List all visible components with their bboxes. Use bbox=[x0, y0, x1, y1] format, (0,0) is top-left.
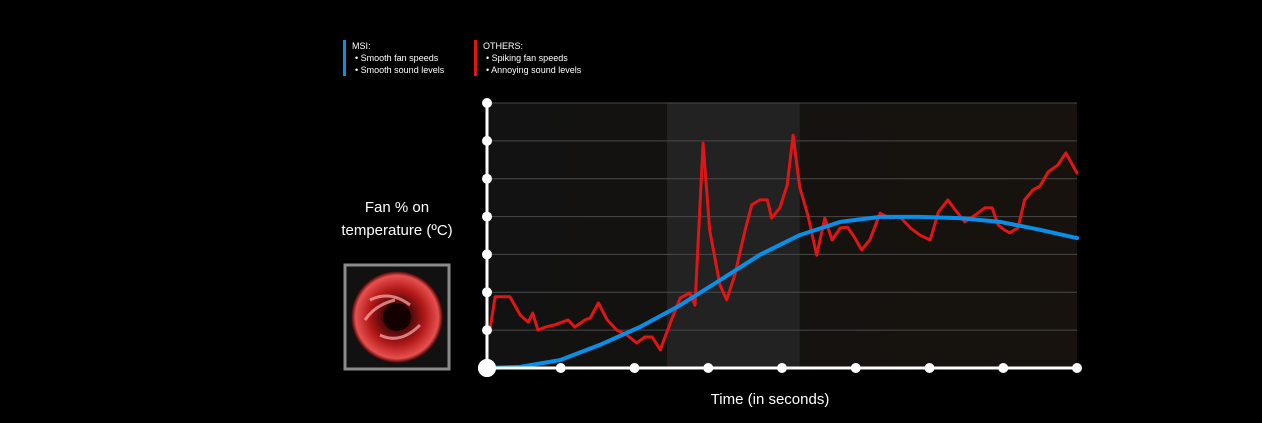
x-tick bbox=[703, 363, 714, 373]
x-tick bbox=[850, 363, 861, 373]
y-tick bbox=[482, 211, 492, 222]
legend-title: MSI: bbox=[352, 41, 371, 51]
legend-note: Annoying sound levels bbox=[483, 64, 581, 76]
legend-others: OTHERS: Spiking fan speedsAnnoying sound… bbox=[474, 40, 581, 76]
y-tick bbox=[482, 287, 492, 298]
x-axis-label: Time (in seconds) bbox=[710, 391, 830, 408]
series-line bbox=[485, 214, 1079, 370]
series-line bbox=[488, 133, 1079, 352]
legend-title: OTHERS: bbox=[483, 41, 524, 51]
y-tick bbox=[482, 98, 492, 108]
legend-note: Smooth sound levels bbox=[352, 64, 445, 76]
y-tick bbox=[482, 135, 492, 146]
x-tick bbox=[1072, 363, 1082, 373]
x-tick bbox=[555, 363, 566, 373]
x-tick bbox=[629, 363, 640, 373]
y-axis-label: Fan % on temperature (ºC) bbox=[341, 199, 453, 239]
y-tick bbox=[482, 325, 492, 336]
x-tick bbox=[998, 363, 1009, 373]
x-tick bbox=[478, 359, 496, 377]
y-tick bbox=[482, 249, 492, 260]
y-tick bbox=[482, 173, 492, 184]
legend-note: Spiking fan speeds bbox=[483, 52, 581, 64]
highlight-band bbox=[666, 103, 800, 368]
legend-msi: MSI: Smooth fan speedsSmooth sound level… bbox=[343, 40, 444, 76]
legend-note: Smooth fan speeds bbox=[352, 52, 444, 64]
x-tick bbox=[924, 363, 935, 373]
x-tick bbox=[777, 363, 787, 373]
fan-image bbox=[343, 263, 451, 371]
